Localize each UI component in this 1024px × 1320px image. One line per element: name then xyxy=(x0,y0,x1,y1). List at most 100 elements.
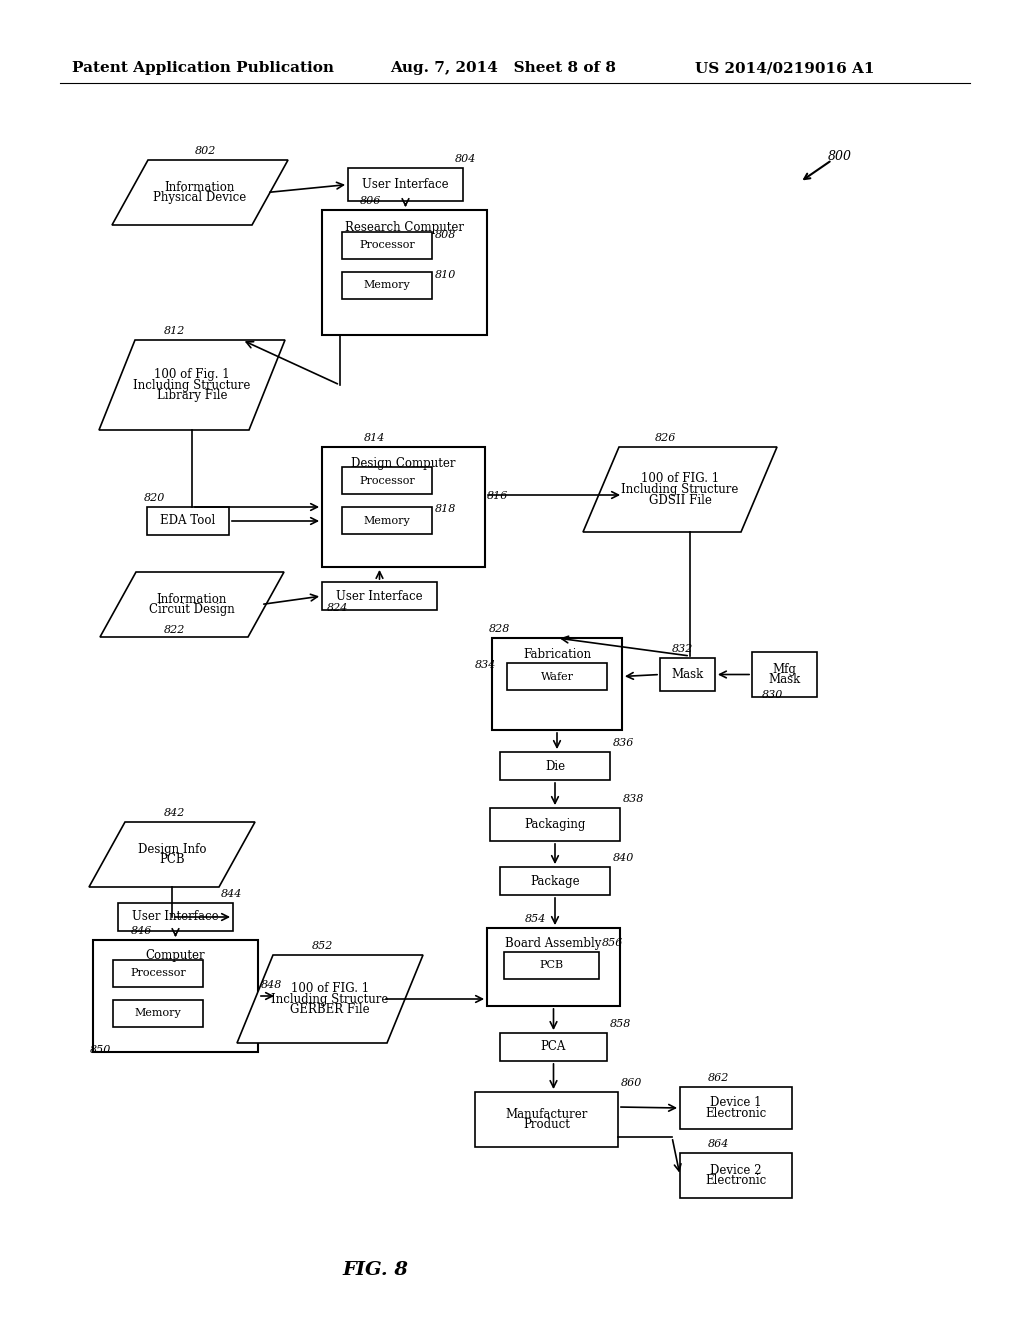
Text: 802: 802 xyxy=(195,147,216,156)
Text: Including Structure: Including Structure xyxy=(133,379,251,392)
Polygon shape xyxy=(112,160,288,224)
Text: 842: 842 xyxy=(164,808,185,818)
Text: Board Assembly: Board Assembly xyxy=(505,937,602,950)
FancyBboxPatch shape xyxy=(500,867,610,895)
FancyBboxPatch shape xyxy=(113,1001,203,1027)
FancyBboxPatch shape xyxy=(475,1092,618,1147)
Text: Memory: Memory xyxy=(364,281,411,290)
Text: 838: 838 xyxy=(623,795,644,804)
FancyBboxPatch shape xyxy=(487,928,620,1006)
Polygon shape xyxy=(583,447,777,532)
Text: Processor: Processor xyxy=(359,475,415,486)
FancyBboxPatch shape xyxy=(660,657,715,690)
Text: 808: 808 xyxy=(435,230,457,239)
Text: 826: 826 xyxy=(655,433,677,444)
FancyBboxPatch shape xyxy=(680,1086,792,1129)
Text: 806: 806 xyxy=(360,195,381,206)
FancyBboxPatch shape xyxy=(680,1152,792,1199)
Text: Packaging: Packaging xyxy=(524,818,586,832)
Text: 810: 810 xyxy=(435,269,457,280)
Text: Design Info: Design Info xyxy=(138,842,206,855)
Text: 850: 850 xyxy=(90,1045,112,1055)
Text: PCB: PCB xyxy=(540,961,563,970)
Text: Wafer: Wafer xyxy=(541,672,573,681)
Text: Electronic: Electronic xyxy=(706,1175,767,1187)
Text: Library File: Library File xyxy=(157,389,227,403)
Text: 852: 852 xyxy=(312,941,334,950)
Text: 804: 804 xyxy=(455,154,476,164)
Text: US 2014/0219016 A1: US 2014/0219016 A1 xyxy=(695,61,874,75)
Polygon shape xyxy=(100,572,284,638)
Text: 858: 858 xyxy=(610,1019,632,1030)
Text: 816: 816 xyxy=(487,491,508,502)
Text: 834: 834 xyxy=(475,660,497,671)
Text: 854: 854 xyxy=(525,913,547,924)
Text: Design Computer: Design Computer xyxy=(351,457,456,470)
Text: Memory: Memory xyxy=(364,516,411,525)
FancyBboxPatch shape xyxy=(507,663,607,690)
FancyBboxPatch shape xyxy=(752,652,817,697)
Text: Processor: Processor xyxy=(130,969,186,978)
FancyBboxPatch shape xyxy=(342,507,432,535)
Text: Information: Information xyxy=(165,181,236,194)
FancyBboxPatch shape xyxy=(500,752,610,780)
Text: 860: 860 xyxy=(621,1078,642,1088)
Text: User Interface: User Interface xyxy=(362,178,449,191)
Text: FIG. 8: FIG. 8 xyxy=(342,1261,408,1279)
Polygon shape xyxy=(237,954,423,1043)
Text: Product: Product xyxy=(523,1118,570,1131)
Text: Physical Device: Physical Device xyxy=(154,191,247,205)
Text: 824: 824 xyxy=(327,603,348,612)
FancyBboxPatch shape xyxy=(342,232,432,259)
Text: Memory: Memory xyxy=(134,1008,181,1019)
Text: Research Computer: Research Computer xyxy=(345,220,464,234)
Text: 862: 862 xyxy=(708,1073,729,1082)
Text: Device 1: Device 1 xyxy=(711,1096,762,1109)
Text: Circuit Design: Circuit Design xyxy=(150,603,234,616)
Text: Patent Application Publication: Patent Application Publication xyxy=(72,61,334,75)
Text: PCA: PCA xyxy=(541,1040,566,1053)
Text: Fabrication: Fabrication xyxy=(523,648,591,660)
Text: 814: 814 xyxy=(364,433,385,444)
Text: 848: 848 xyxy=(261,979,283,990)
Text: 100 of FIG. 1: 100 of FIG. 1 xyxy=(641,473,719,486)
Text: User Interface: User Interface xyxy=(336,590,423,602)
Text: 856: 856 xyxy=(602,939,624,948)
Text: Information: Information xyxy=(157,593,227,606)
Text: 830: 830 xyxy=(762,690,783,700)
FancyBboxPatch shape xyxy=(342,467,432,494)
Text: 818: 818 xyxy=(435,504,457,515)
FancyBboxPatch shape xyxy=(118,903,233,931)
Text: Including Structure: Including Structure xyxy=(271,993,389,1006)
FancyBboxPatch shape xyxy=(322,447,485,568)
Text: 844: 844 xyxy=(221,888,243,899)
Text: 836: 836 xyxy=(613,738,635,748)
Text: PCB: PCB xyxy=(159,853,184,866)
Text: Manufacturer: Manufacturer xyxy=(505,1107,588,1121)
Text: 846: 846 xyxy=(131,927,153,936)
FancyBboxPatch shape xyxy=(504,952,599,979)
FancyBboxPatch shape xyxy=(342,272,432,300)
FancyBboxPatch shape xyxy=(322,582,437,610)
Text: GDSII File: GDSII File xyxy=(648,494,712,507)
Text: 812: 812 xyxy=(164,326,185,337)
Text: 100 of Fig. 1: 100 of Fig. 1 xyxy=(155,368,229,381)
FancyBboxPatch shape xyxy=(113,960,203,987)
Text: 828: 828 xyxy=(489,624,510,634)
FancyBboxPatch shape xyxy=(492,638,622,730)
FancyBboxPatch shape xyxy=(93,940,258,1052)
Text: Aug. 7, 2014   Sheet 8 of 8: Aug. 7, 2014 Sheet 8 of 8 xyxy=(390,61,616,75)
Text: 822: 822 xyxy=(164,624,185,635)
Text: User Interface: User Interface xyxy=(132,911,219,924)
Text: Die: Die xyxy=(545,759,565,772)
FancyBboxPatch shape xyxy=(500,1034,607,1061)
Text: Mask: Mask xyxy=(672,668,703,681)
Text: Including Structure: Including Structure xyxy=(622,483,738,496)
FancyBboxPatch shape xyxy=(490,808,620,841)
Text: GERBER File: GERBER File xyxy=(290,1003,370,1016)
Text: Device 2: Device 2 xyxy=(711,1164,762,1176)
Polygon shape xyxy=(89,822,255,887)
FancyBboxPatch shape xyxy=(348,168,463,201)
Polygon shape xyxy=(99,341,285,430)
Text: 840: 840 xyxy=(613,853,635,863)
